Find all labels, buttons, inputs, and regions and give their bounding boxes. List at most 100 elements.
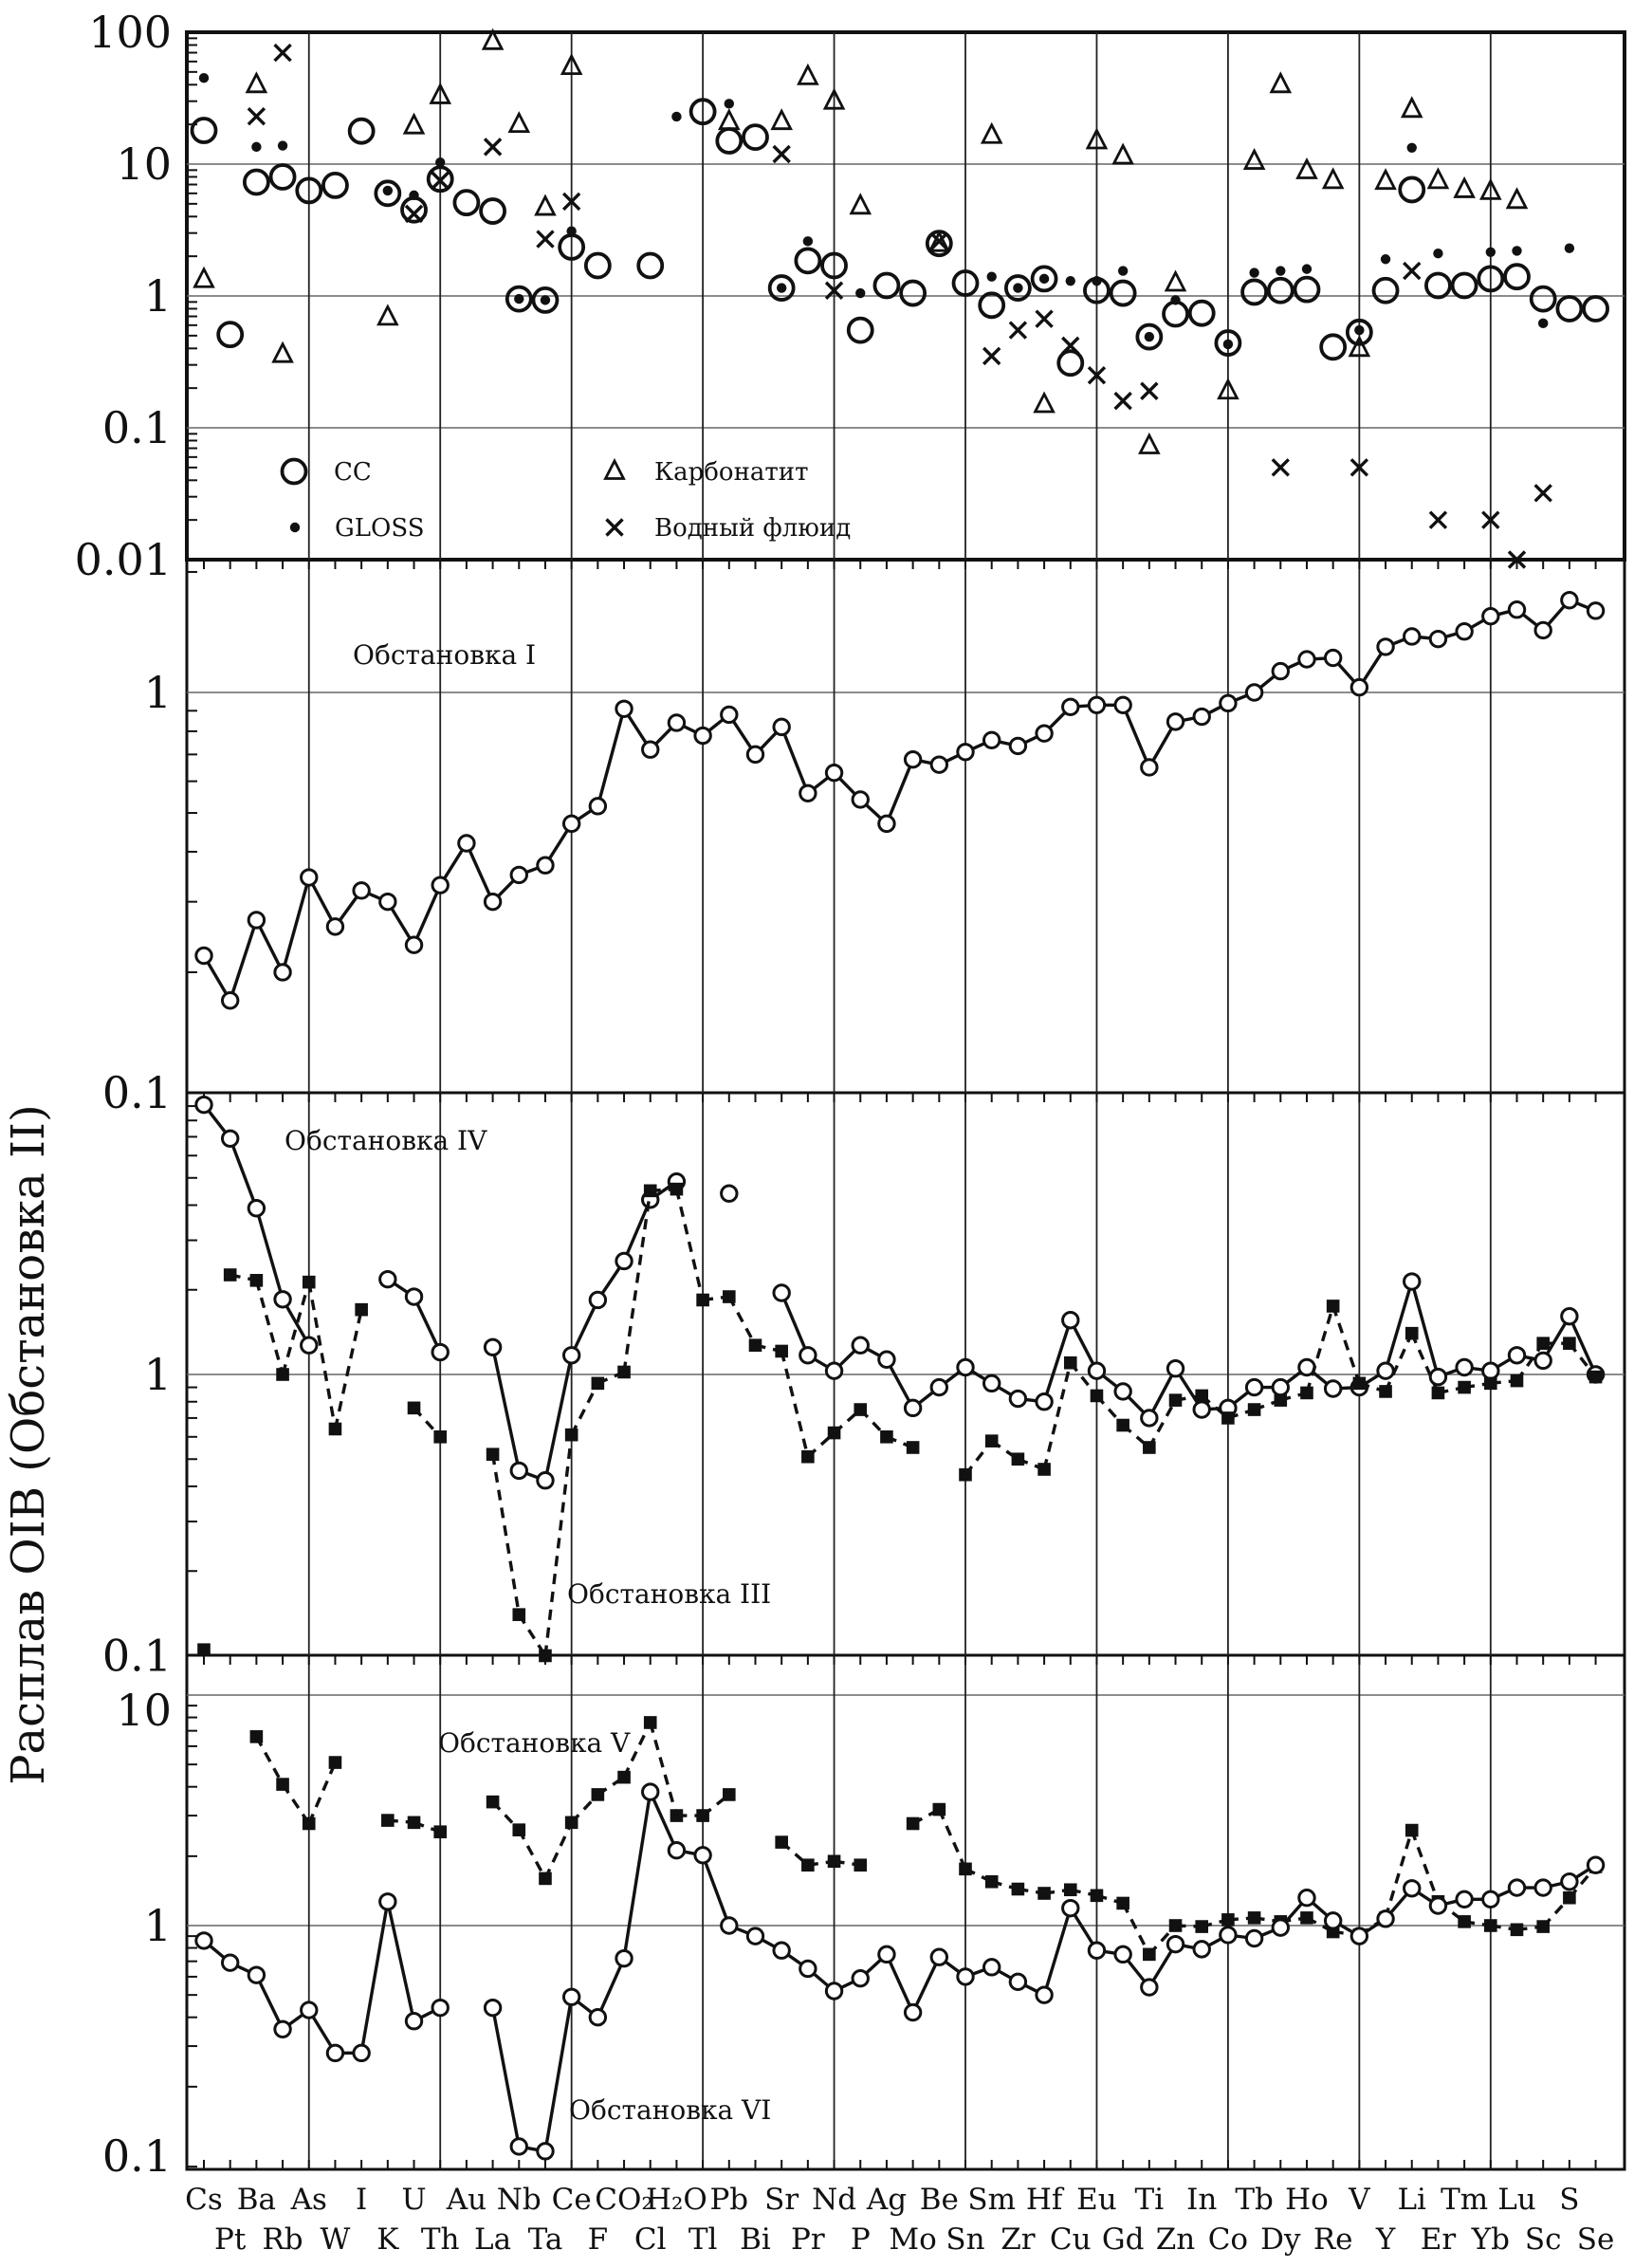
x-category-label: V (1348, 2183, 1370, 2217)
x-category-label: Cu (1050, 2222, 1092, 2257)
x-category-label: I (356, 2183, 367, 2217)
x-category-label: Sr (764, 2183, 799, 2217)
x-category-label: K (376, 2222, 399, 2257)
x-category-label: W (321, 2222, 351, 2257)
x-category-label: Tm (1441, 2183, 1488, 2217)
y-tick-label: 1 (144, 270, 172, 322)
y-tick-label: 0.1 (102, 402, 172, 453)
x-category-label: La (474, 2222, 511, 2257)
x-category-label: Rb (262, 2222, 303, 2257)
decade-gridlines (187, 163, 1625, 1927)
series-cc (190, 98, 1609, 378)
x-category-label: Nb (497, 2183, 542, 2217)
legend: CC GLOSS Карбонатит Водный флюид (280, 457, 851, 543)
x-category-label: Ce (552, 2183, 592, 2217)
legend-label: GLOSS (335, 514, 425, 543)
x-category-label: S (1559, 2183, 1579, 2217)
series-обстановка-vi (194, 1782, 1606, 2161)
panel-label: Обстановка V (438, 1727, 631, 1759)
vertical-gridlines (307, 32, 1492, 2169)
x-category-label: Pt (214, 2222, 247, 2257)
series-line (202, 599, 1597, 1002)
x-category-label: Hf (1026, 2183, 1065, 2217)
x-category-label: Be (920, 2183, 959, 2217)
log-minor-ticks (187, 37, 197, 2168)
series-line (229, 1187, 1597, 1657)
x-category-label: Gd (1102, 2222, 1145, 2257)
x-category-label: Mo (889, 2222, 936, 2257)
legend-item: CC (280, 457, 372, 487)
series-gloss (198, 73, 1575, 350)
x-category-label: Pr (791, 2222, 825, 2257)
legend-item: Водный флюид (605, 514, 851, 543)
panel-label: Обстановка I (353, 639, 536, 671)
x-category-label: Pb (709, 2183, 748, 2217)
plot-root: 1001010.10.0110.110.11010.1CsPtBaRbAsWIK… (75, 7, 1626, 2257)
x-category-label: Ta (528, 2222, 563, 2257)
x-category-label: F (588, 2222, 609, 2257)
y-tick-label: 1 (144, 1349, 172, 1400)
element-ticks (203, 560, 1597, 2169)
legend-item: Карбонатит (603, 457, 809, 487)
y-tick-label: 0.1 (102, 1631, 172, 1682)
x-category-label: Eu (1076, 2183, 1117, 2217)
legend-item: GLOSS (289, 514, 425, 543)
panel-label: Обстановка IV (285, 1125, 487, 1156)
y-tick-label: 10 (116, 1685, 172, 1736)
y-tick-label: 1 (144, 667, 172, 718)
x-category-label: Au (446, 2183, 487, 2217)
panel-label: Обстановка VI (569, 2094, 771, 2126)
x-category-label: Se (1577, 2222, 1615, 2257)
series-карбонатит (193, 28, 1529, 454)
x-category-label: Y (1375, 2222, 1396, 2257)
x-category-label: Cl (634, 2222, 667, 2257)
x-category-label: U (401, 2183, 426, 2217)
x-category-label: Nd (812, 2183, 856, 2217)
legend-label: CC (334, 458, 372, 487)
x-category-label: Th (421, 2222, 460, 2257)
y-tick-label: 0.01 (75, 534, 172, 585)
series-обстановка-i (194, 591, 1606, 1010)
x-category-label: Sc (1525, 2222, 1562, 2257)
y-tick-label: 0.1 (102, 2130, 172, 2182)
x-category-label: CO₂ (595, 2183, 653, 2217)
series-водный-флюид (247, 43, 1552, 569)
y-tick-label: 1 (144, 1900, 172, 1951)
x-category-label: Ti (1135, 2183, 1165, 2217)
x-category-label: In (1186, 2183, 1217, 2217)
x-category-label: Zr (1001, 2222, 1036, 2257)
y-tick-label: 0.1 (102, 1067, 172, 1118)
x-category-label: Lu (1497, 2183, 1536, 2217)
x-category-label: Zn (1156, 2222, 1196, 2257)
x-category-label: Li (1397, 2183, 1426, 2217)
x-category-label: Re (1313, 2222, 1353, 2257)
x-category-label: Yb (1471, 2222, 1510, 2257)
x-category-label: Bi (740, 2222, 771, 2257)
panel-frames (185, 30, 1626, 2171)
y-tick-label: 10 (116, 138, 172, 190)
x-category-label: Ho (1285, 2183, 1329, 2217)
y-tick-label: 100 (88, 7, 172, 58)
x-category-label: H₂O (646, 2183, 707, 2217)
x-category-label: Dy (1260, 2222, 1301, 2257)
legend-label: Водный флюид (654, 514, 851, 543)
x-category-label: Ba (237, 2183, 276, 2217)
x-category-label: Er (1421, 2222, 1457, 2257)
x-category-label: Sn (946, 2222, 984, 2257)
x-category-label: Sm (967, 2183, 1016, 2217)
legend-label: Карбонатит (654, 458, 809, 487)
y-axis-title: Расплав OIB (Обстановка II) (2, 1104, 55, 1785)
series-обстановка-iii (197, 1182, 1603, 1663)
x-category-label: As (290, 2183, 327, 2217)
panel-label: Обстановка III (567, 1578, 771, 1610)
series-line (254, 1722, 1597, 1956)
x-category-label: Cs (185, 2183, 223, 2217)
panel-border (185, 1653, 1626, 2171)
x-category-label: Co (1208, 2222, 1248, 2257)
x-category-label: Tb (1235, 2183, 1274, 2217)
x-category-label: P (851, 2222, 871, 2257)
